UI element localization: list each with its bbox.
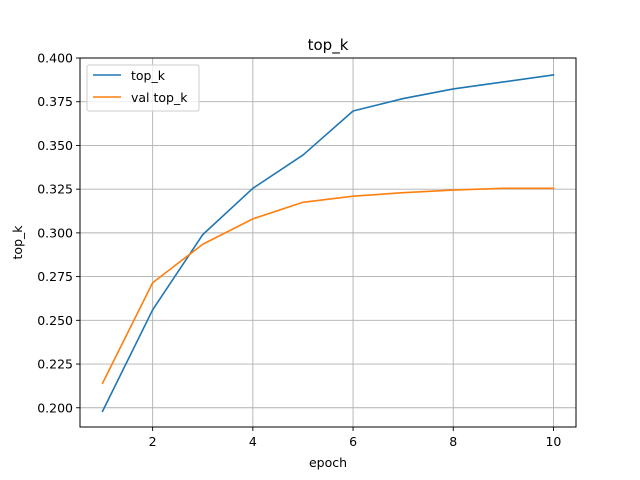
x-tick-label: 8 [449,434,457,449]
x-axis-label: epoch [309,455,347,470]
series-layer [101,74,555,413]
axes-frame [79,57,577,428]
y-tick-label: 0.300 [37,225,73,240]
y-tick-label: 0.225 [37,357,73,372]
legend-label-val-top-k: val top_k [131,90,188,105]
x-tick-label: 10 [545,434,561,449]
series-line-top-k [101,74,555,413]
x-axis: 2 4 6 8 10 [149,427,561,449]
y-tick-label: 0.375 [37,94,73,109]
y-tick-label: 0.200 [37,400,73,415]
y-tick-label: 0.250 [37,313,73,328]
legend-box [86,64,200,112]
legend: top_k val top_k [86,64,200,112]
legend-label-top-k: top_k [131,68,166,83]
y-tick-label: 0.400 [37,51,73,66]
series-line-val-top-k [101,187,555,385]
y-axis-label: top_k [10,225,25,260]
x-tick-label: 4 [249,434,257,449]
y-tick-label: 0.325 [37,182,73,197]
y-tick-label: 0.350 [37,138,73,153]
x-tick-label: 2 [149,434,157,449]
y-axis: 0.200 0.225 0.250 0.275 0.300 0.325 0.350 0.375… [37,51,80,415]
y-tick-label: 0.275 [37,269,73,284]
chart-title: top_k [308,36,349,55]
x-tick-label: 6 [349,434,357,449]
